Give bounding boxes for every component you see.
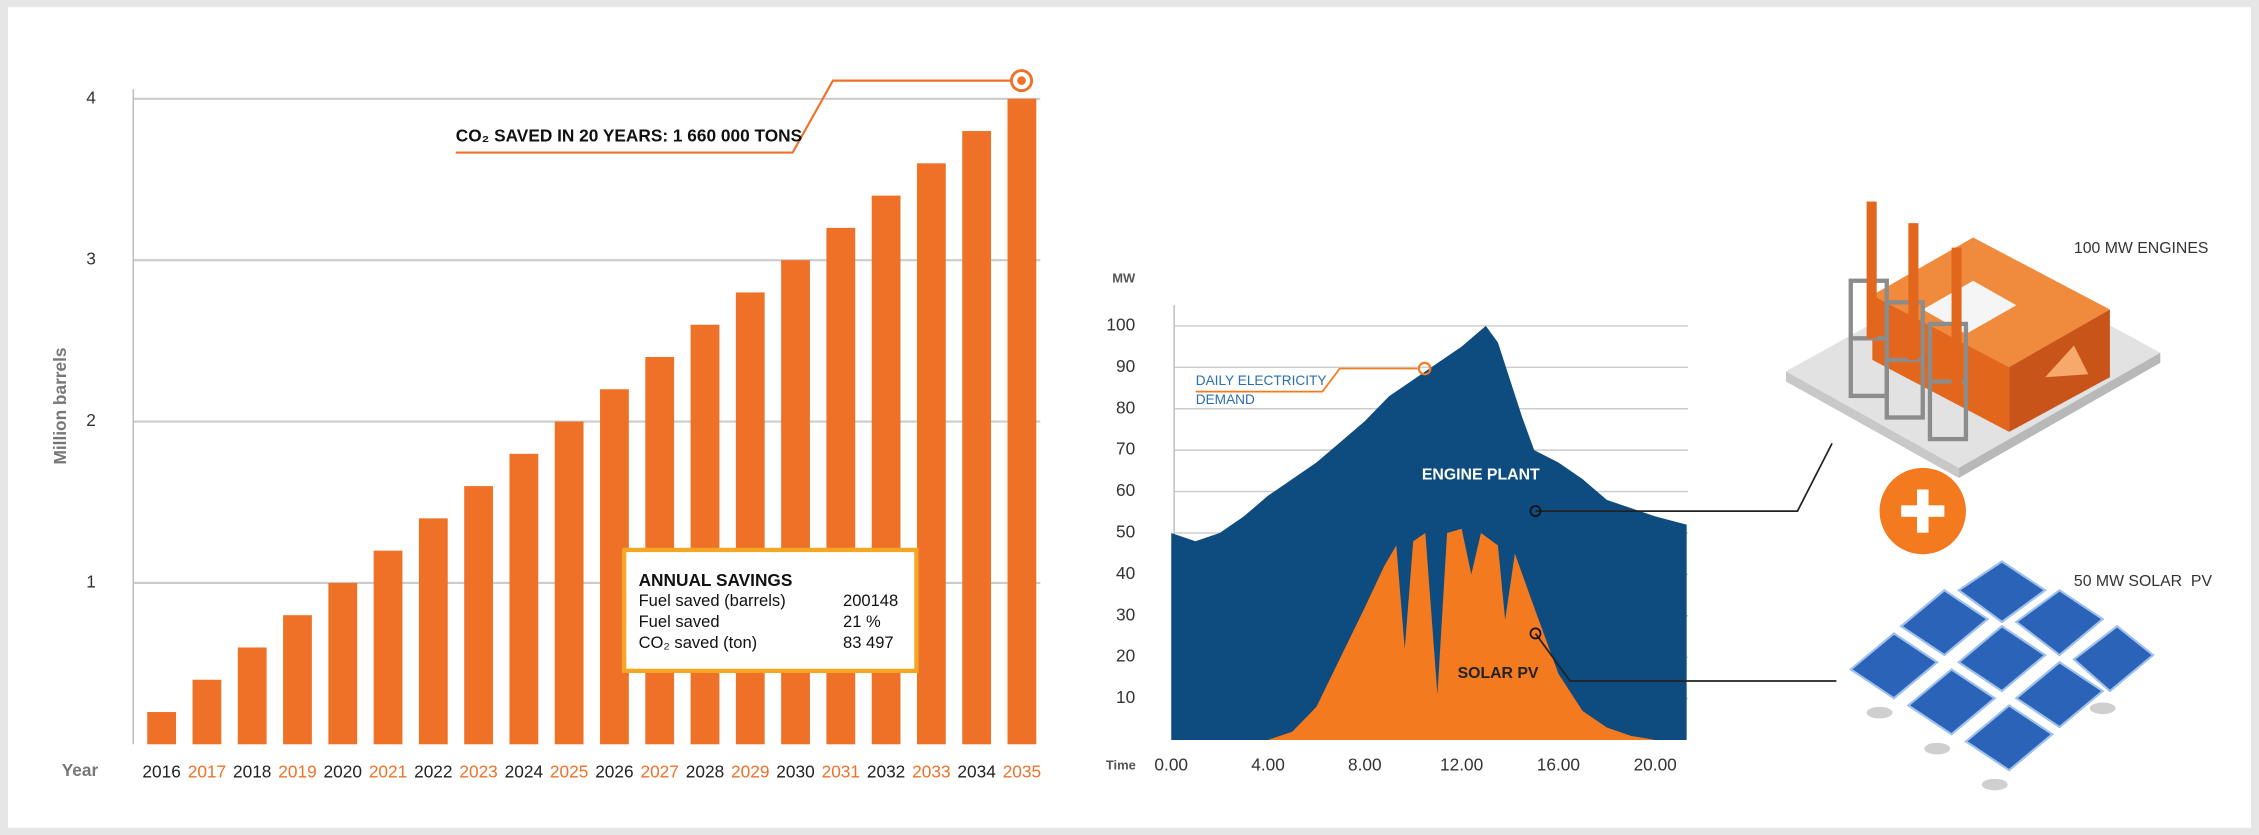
savings-label: Fuel saved (barrels) xyxy=(639,591,786,610)
bar xyxy=(283,615,312,745)
annotation-leader xyxy=(455,79,1013,154)
y-tick-label: 50 xyxy=(1116,522,1135,542)
series-label: ENGINE PLANT xyxy=(1422,466,1540,483)
bar xyxy=(1007,98,1037,745)
bar xyxy=(192,679,222,745)
y-axis-label: Million barrels xyxy=(50,347,70,464)
x-axis-label: Year xyxy=(62,760,99,780)
x-tick-label: 2025 xyxy=(550,762,588,782)
x-tick-label: 2028 xyxy=(686,762,724,782)
connector xyxy=(1534,632,1837,682)
area xyxy=(1171,325,1687,740)
x-tick-label: 2019 xyxy=(278,762,316,782)
bar xyxy=(962,131,992,745)
y-tick-label: 90 xyxy=(1116,356,1135,376)
connector-dot xyxy=(1529,505,1542,517)
y-tick-label: 3 xyxy=(86,249,96,269)
x-tick-label: 2029 xyxy=(731,762,769,782)
bar xyxy=(464,486,493,745)
bar xyxy=(690,324,720,745)
y-tick-label: 70 xyxy=(1116,439,1135,459)
x-tick-label: 2032 xyxy=(867,762,905,782)
bar xyxy=(373,550,403,745)
annotation-dot xyxy=(1417,361,1432,376)
bar xyxy=(554,421,584,745)
solar-label: 50 MW SOLAR PV xyxy=(2074,573,2213,590)
y-tick-label: 10 xyxy=(1116,687,1135,707)
connector-dot xyxy=(1529,627,1542,640)
x-tick-label: 0.00 xyxy=(1154,754,1188,774)
savings-value: 83 497 xyxy=(843,633,894,652)
x-axis-label: Time xyxy=(1106,757,1136,772)
y-tick-label: 40 xyxy=(1116,563,1135,583)
bar xyxy=(147,712,177,745)
savings-box xyxy=(622,547,919,674)
y-tick-label: 60 xyxy=(1116,480,1135,500)
area xyxy=(1268,528,1656,740)
y-tick-label: 1 xyxy=(86,571,96,591)
y-tick-label: 20 xyxy=(1116,646,1135,666)
x-tick-label: 2023 xyxy=(459,762,497,782)
x-tick-label: 2016 xyxy=(142,762,180,782)
bar xyxy=(328,582,358,745)
y-tick-label: 80 xyxy=(1116,397,1135,417)
engines-label: 100 MW ENGINES xyxy=(2074,240,2209,257)
x-tick-label: 2026 xyxy=(595,762,633,782)
engine-plant-illustration xyxy=(1785,201,2161,478)
savings-title: ANNUAL SAVINGS xyxy=(639,570,793,590)
bar xyxy=(735,292,765,745)
annotation: DEMAND xyxy=(1196,392,1255,407)
x-tick-label: 12.00 xyxy=(1440,754,1483,774)
x-tick-label: 2034 xyxy=(957,762,996,782)
x-tick-label: 20.00 xyxy=(1634,754,1677,774)
bar xyxy=(237,647,267,745)
x-tick-label: 2031 xyxy=(822,762,860,782)
savings-value: 200148 xyxy=(843,591,898,610)
annotation: CO₂ SAVED IN 20 YEARS: 1 660 000 TONS xyxy=(456,125,802,145)
y-tick-label: 4 xyxy=(86,87,96,107)
x-tick-label: 2033 xyxy=(912,762,950,782)
x-tick-label: 2035 xyxy=(1003,762,1041,782)
x-tick-label: 2022 xyxy=(414,762,452,782)
x-tick-label: 2021 xyxy=(369,762,407,782)
annotation-leader xyxy=(1195,367,1418,393)
annotation-dot-core xyxy=(1017,76,1026,85)
x-tick-label: 16.00 xyxy=(1537,754,1580,774)
connector xyxy=(1535,443,1833,512)
solar-illustration xyxy=(1848,560,2155,791)
bar xyxy=(418,518,448,745)
x-tick-label: 2030 xyxy=(776,762,814,782)
y-tick-label: 2 xyxy=(86,410,96,430)
annotation: DAILY ELECTRICITY xyxy=(1196,373,1327,388)
x-tick-label: 2018 xyxy=(233,762,271,782)
x-tick-label: 2020 xyxy=(324,762,362,782)
y-tick-label: 30 xyxy=(1116,604,1135,624)
x-tick-label: 2017 xyxy=(188,762,226,782)
plus-icon xyxy=(1879,467,1966,555)
series-label: SOLAR PV xyxy=(1458,665,1539,682)
savings-value: 21 % xyxy=(843,612,881,631)
x-tick-label: 8.00 xyxy=(1348,754,1382,774)
y-tick-label: 100 xyxy=(1106,314,1135,334)
savings-label: Fuel saved xyxy=(639,612,720,631)
bar xyxy=(916,163,946,745)
bar xyxy=(509,453,539,745)
y-axis-label: MW xyxy=(1112,271,1136,286)
x-tick-label: 4.00 xyxy=(1251,754,1285,774)
x-tick-label: 2024 xyxy=(505,762,544,782)
savings-label: CO₂ saved (ton) xyxy=(639,633,758,652)
x-tick-label: 2027 xyxy=(640,762,678,782)
